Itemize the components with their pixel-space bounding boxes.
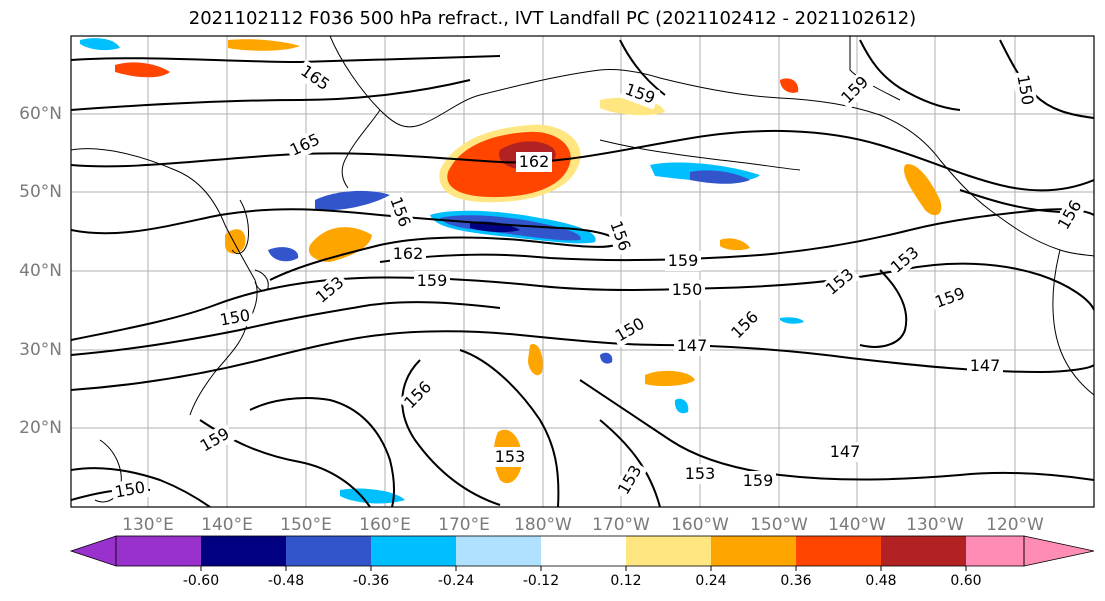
lat-label-50n: 50°N xyxy=(19,182,62,202)
colorbar-label: 0.12 xyxy=(610,573,642,589)
colorbar xyxy=(69,535,1095,571)
contour-label: 147 xyxy=(827,442,863,462)
lon-label-130w: 130°W xyxy=(906,515,964,535)
colorbar-swatch-5 xyxy=(541,536,626,566)
lat-label-60n: 60°N xyxy=(19,104,62,124)
contour-label: 153 xyxy=(492,447,528,467)
lat-label-30n: 30°N xyxy=(19,340,62,360)
contour-label: 159 xyxy=(665,251,701,271)
colorbar-swatch-10 xyxy=(966,536,1024,566)
contour-label: 150 xyxy=(669,280,705,300)
contour-label: 153 xyxy=(682,464,718,484)
colorbar-swatch-0b xyxy=(116,536,201,566)
colorbar-swatch-3 xyxy=(371,536,456,566)
colorbar-label: -0.36 xyxy=(352,573,390,589)
lon-label-120w: 120°W xyxy=(986,515,1044,535)
colorbar-swatch-8 xyxy=(796,536,881,566)
map-frame xyxy=(70,35,1095,508)
positive-anomaly-shading xyxy=(115,39,942,484)
lon-label-140w: 140°W xyxy=(828,515,886,535)
colorbar-swatch-0 xyxy=(69,535,117,567)
colorbar-label: -0.24 xyxy=(437,573,475,589)
contour-label: 159 xyxy=(740,471,776,491)
contour-label: 162 xyxy=(390,244,426,264)
colorbar-swatch-6 xyxy=(626,536,711,566)
colorbar-swatch-1 xyxy=(201,536,286,566)
contour-lines xyxy=(71,39,1094,507)
lon-label-130e: 130°E xyxy=(122,515,174,535)
lat-label-40n: 40°N xyxy=(19,261,62,281)
lon-label-180w: 180°W xyxy=(514,515,572,535)
lon-label-170e: 170°E xyxy=(438,515,490,535)
contour-label: 147 xyxy=(674,336,710,356)
colorbar-label: 0.48 xyxy=(865,573,897,589)
colorbar-swatch-2 xyxy=(286,536,371,566)
colorbar-label: -0.60 xyxy=(182,573,220,589)
lon-label-140e: 140°E xyxy=(201,515,253,535)
negative-anomaly-shading xyxy=(80,38,804,504)
lon-label-170w: 170°W xyxy=(592,515,650,535)
colorbar-label: -0.48 xyxy=(267,573,305,589)
lon-label-150e: 150°E xyxy=(280,515,332,535)
lon-label-160e: 160°E xyxy=(359,515,411,535)
contour-label: 162 xyxy=(516,152,552,172)
lat-label-20n: 20°N xyxy=(19,418,62,438)
colorbar-swatch-10b xyxy=(1023,535,1095,567)
lon-label-160w: 160°W xyxy=(671,515,729,535)
colorbar-label: 0.36 xyxy=(780,573,812,589)
colorbar-swatch-9 xyxy=(881,536,966,566)
colorbar-label: -0.12 xyxy=(522,573,560,589)
contour-label: 159 xyxy=(414,271,450,291)
colorbar-swatch-7 xyxy=(711,536,796,566)
map-title: 2021102112 F036 500 hPa refract., IVT La… xyxy=(188,8,917,29)
colorbar-label: 0.60 xyxy=(950,573,982,589)
lon-label-150w: 150°W xyxy=(750,515,808,535)
contour-label: 147 xyxy=(967,356,1003,376)
colorbar-label: 0.24 xyxy=(695,573,727,589)
colorbar-swatch-4 xyxy=(456,536,541,566)
